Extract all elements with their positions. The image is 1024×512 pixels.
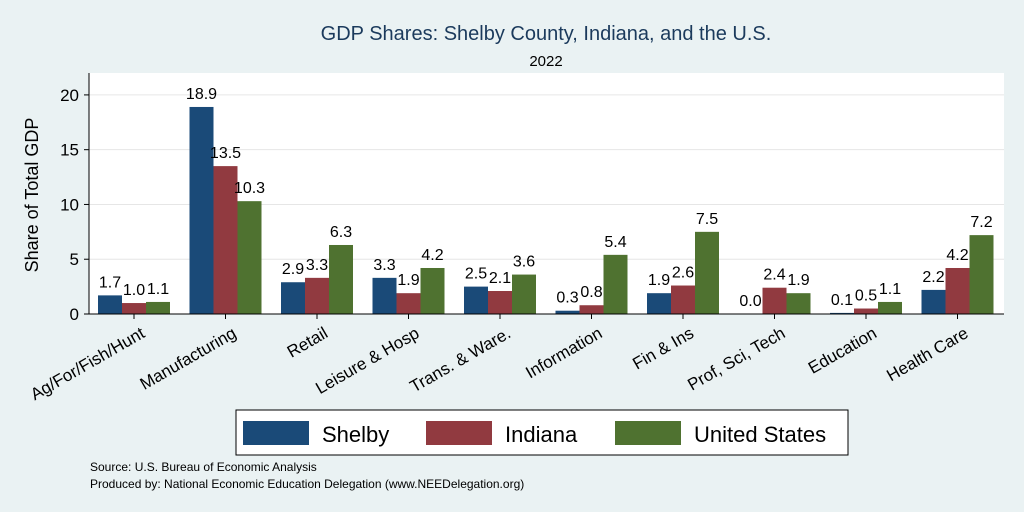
data-label: 4.2 bbox=[946, 247, 968, 264]
data-label: 13.5 bbox=[210, 145, 241, 162]
bar-us bbox=[420, 267, 445, 314]
bar-indiana bbox=[671, 285, 695, 314]
data-label: 1.9 bbox=[787, 272, 809, 289]
bar-shelby bbox=[555, 310, 580, 314]
data-label: 2.5 bbox=[465, 266, 487, 283]
category-label: Ag/For/Fish/Hunt bbox=[27, 323, 148, 404]
bar-shelby bbox=[647, 293, 671, 314]
bar-us bbox=[329, 244, 353, 314]
data-label: 0.1 bbox=[831, 292, 853, 309]
data-label: 0.3 bbox=[556, 290, 578, 307]
data-label: 1.9 bbox=[397, 272, 419, 289]
bar-us bbox=[237, 201, 262, 314]
y-tick-label: 15 bbox=[60, 141, 79, 160]
data-label: 7.2 bbox=[970, 214, 992, 231]
category-label: Health Care bbox=[883, 323, 971, 385]
data-label: 1.1 bbox=[879, 281, 901, 298]
data-label: 7.5 bbox=[696, 211, 718, 228]
data-label: 3.3 bbox=[306, 257, 328, 274]
bar-shelby bbox=[464, 286, 488, 314]
bar-us bbox=[695, 231, 719, 314]
data-label: 1.7 bbox=[99, 274, 121, 291]
chart-title: GDP Shares: Shelby County, Indiana, and … bbox=[321, 23, 772, 45]
category-label: Education bbox=[805, 323, 880, 377]
bar-us bbox=[969, 235, 994, 314]
data-label: 1.0 bbox=[123, 282, 145, 299]
bar-shelby bbox=[281, 282, 305, 314]
category-label: Retail bbox=[284, 323, 331, 361]
data-label: 1.1 bbox=[147, 281, 169, 298]
data-label: 6.3 bbox=[330, 224, 352, 241]
category-label: Trans. & Ware. bbox=[407, 323, 514, 396]
data-label: 0.5 bbox=[855, 288, 877, 305]
bar-indiana bbox=[488, 290, 512, 314]
legend-box bbox=[235, 409, 849, 456]
bar-indiana bbox=[396, 293, 421, 314]
data-label: 4.2 bbox=[421, 247, 443, 264]
bar-us bbox=[512, 274, 536, 314]
data-label: 2.1 bbox=[489, 270, 511, 287]
chart-subtitle: 2022 bbox=[529, 53, 562, 70]
y-axis-label: Share of Total GDP bbox=[22, 118, 42, 273]
data-label: 0.0 bbox=[739, 293, 761, 310]
data-label: 1.9 bbox=[648, 272, 670, 289]
category-label: Prof, Sci, Tech bbox=[684, 323, 788, 394]
legend-swatch-indiana bbox=[426, 421, 492, 445]
legend-swatch-shelby bbox=[243, 421, 309, 445]
data-label: 2.4 bbox=[763, 267, 785, 284]
legend-swatch-us bbox=[615, 421, 681, 445]
category-label: Leisure & Hosp bbox=[312, 323, 422, 398]
data-label: 3.3 bbox=[373, 257, 395, 274]
bar-us bbox=[603, 254, 628, 314]
bar-us bbox=[146, 301, 170, 314]
data-label: 5.4 bbox=[604, 234, 626, 251]
bar-shelby bbox=[98, 295, 122, 314]
data-label: 10.3 bbox=[234, 180, 265, 197]
bar-us bbox=[878, 301, 902, 314]
bar-indiana bbox=[762, 287, 787, 314]
legend-label-us: United States bbox=[694, 422, 826, 447]
bar-shelby bbox=[189, 106, 214, 314]
bar-indiana bbox=[122, 303, 146, 314]
category-label: Manufacturing bbox=[137, 323, 240, 393]
y-tick-label: 20 bbox=[60, 86, 79, 105]
legend-label-shelby: Shelby bbox=[322, 422, 389, 447]
bar-indiana bbox=[305, 277, 329, 314]
y-tick-label: 5 bbox=[70, 250, 79, 269]
y-tick-label: 0 bbox=[70, 305, 79, 324]
legend-label-indiana: Indiana bbox=[505, 422, 578, 447]
bar-shelby bbox=[372, 277, 397, 314]
bar-us bbox=[786, 293, 811, 314]
data-label: 18.9 bbox=[186, 86, 217, 103]
bar-indiana bbox=[213, 166, 238, 314]
bar-shelby bbox=[830, 312, 854, 314]
data-label: 2.6 bbox=[672, 265, 694, 282]
bar-shelby bbox=[921, 289, 946, 314]
data-label: 2.2 bbox=[922, 269, 944, 286]
y-tick-label: 10 bbox=[60, 195, 79, 214]
data-label: 2.9 bbox=[282, 261, 304, 278]
data-label: 3.6 bbox=[513, 254, 535, 271]
bar-indiana bbox=[945, 267, 970, 314]
bar-indiana bbox=[854, 308, 878, 314]
producer-note: Produced by: National Economic Education… bbox=[90, 477, 524, 491]
bar-indiana bbox=[579, 305, 604, 314]
category-label: Fin & Ins bbox=[629, 323, 697, 373]
data-label: 0.8 bbox=[580, 284, 602, 301]
category-label: Information bbox=[522, 323, 605, 382]
source-note: Source: U.S. Bureau of Economic Analysis bbox=[90, 460, 317, 474]
